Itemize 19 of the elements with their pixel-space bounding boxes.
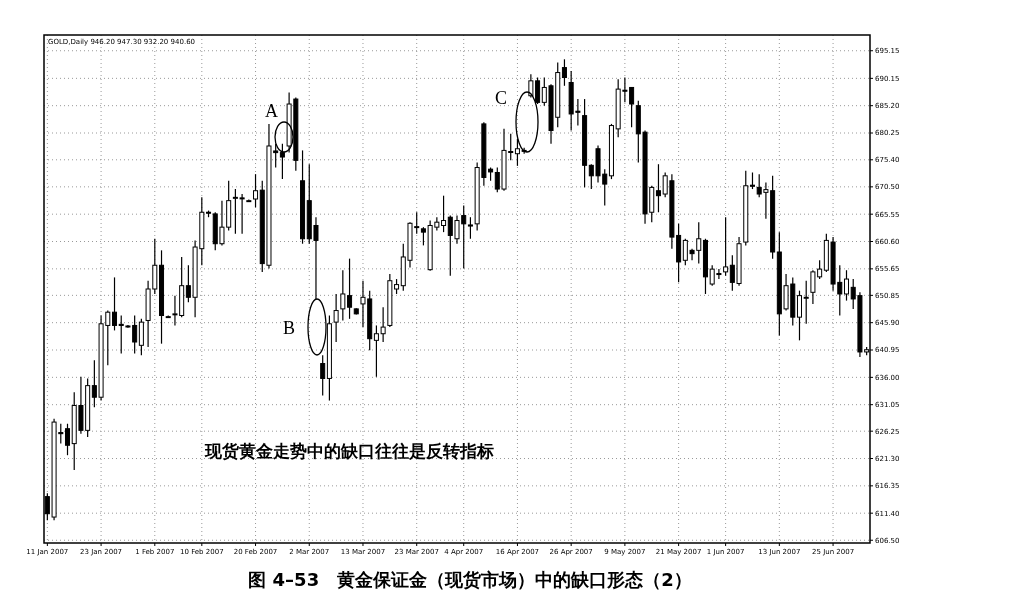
candlestick (279, 143, 285, 180)
text: 图 4–53 黄金保证金（现货市场）中的缺口形态（2） (248, 569, 692, 590)
annotation: 现货黄金走势中的缺口往往是反转指标 (204, 441, 494, 461)
candlestick (64, 423, 71, 456)
candlestick (467, 216, 473, 240)
candlestick (253, 173, 259, 208)
candlestick (561, 58, 567, 87)
candlestick (112, 276, 118, 332)
annotation: B (283, 318, 296, 338)
candlestick (655, 163, 661, 213)
annotation: A (265, 101, 278, 121)
candlestick (138, 318, 144, 356)
candlestick (333, 293, 339, 343)
candlestick (320, 354, 326, 397)
candlestick (843, 269, 850, 302)
candlestick (803, 280, 809, 325)
candlestick (723, 216, 729, 277)
candlestick (796, 290, 802, 341)
annotation: C (495, 88, 508, 108)
